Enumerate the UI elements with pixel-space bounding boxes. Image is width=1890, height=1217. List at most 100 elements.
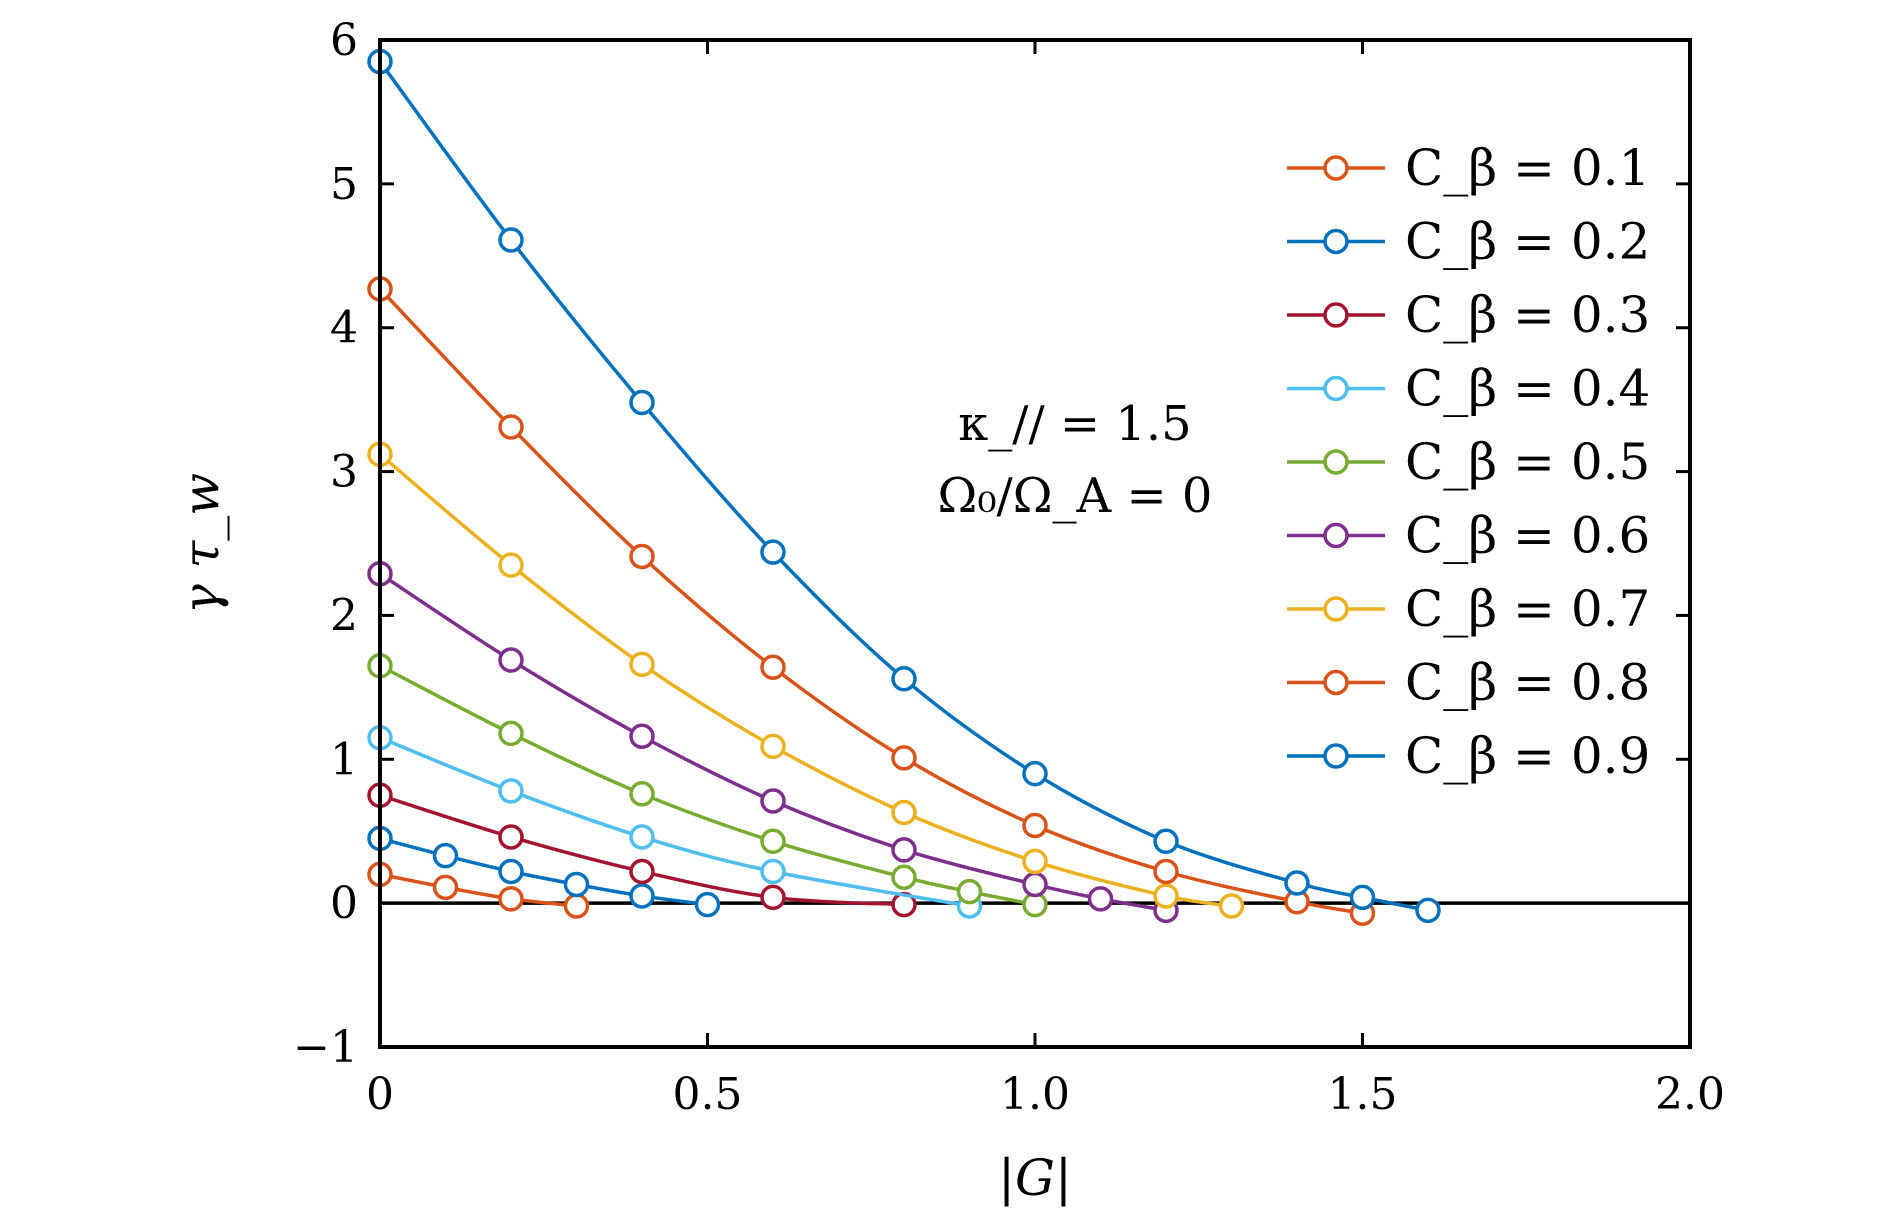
legend-entry: C_β = 0.2: [1287, 213, 1650, 271]
data-point: [891, 837, 917, 863]
legend-entry: C_β = 0.3: [1287, 286, 1650, 344]
data-point: [563, 893, 590, 919]
data-point: [760, 788, 786, 814]
data-point: [760, 828, 786, 855]
data-point: [629, 824, 655, 850]
legend-marker: [1323, 669, 1349, 696]
data-point: [498, 778, 524, 804]
legend-label: C_β = 0.9: [1405, 727, 1650, 785]
data-point: [891, 864, 917, 890]
x-tick-label: 0.5: [673, 1069, 743, 1120]
data-point: [1022, 760, 1048, 787]
data-point: [563, 871, 590, 898]
data-point: [432, 874, 459, 901]
y-axis-label: γ τ_w: [172, 473, 230, 614]
data-point: [1022, 812, 1048, 839]
data-point: [891, 665, 917, 692]
y-tick-label: 4: [330, 303, 358, 354]
data-point: [498, 720, 524, 747]
legend-entry: C_β = 0.1: [1287, 139, 1650, 197]
data-point: [629, 543, 655, 570]
data-point: [1415, 897, 1441, 924]
data-point: [629, 858, 655, 885]
y-tick-label: 2: [330, 590, 358, 641]
legend-label: C_β = 0.5: [1405, 433, 1650, 491]
data-point: [760, 858, 786, 885]
series-6: [367, 560, 1179, 924]
data-point: [498, 552, 524, 578]
data-point: [956, 878, 983, 905]
data-point: [629, 781, 655, 807]
data-point: [891, 745, 917, 771]
y-tick-label: 1: [330, 734, 358, 785]
data-point: [498, 647, 524, 673]
legend-marker: [1323, 155, 1349, 181]
data-point: [1284, 870, 1310, 896]
data-point: [498, 227, 524, 253]
legend-label: C_β = 0.2: [1405, 213, 1650, 271]
series-line: [379, 872, 577, 908]
y-tick-label: 5: [330, 159, 358, 210]
data-point: [760, 884, 786, 911]
series-line: [378, 287, 1363, 915]
legend-marker: [1323, 449, 1349, 475]
x-tick-label: 2.0: [1655, 1069, 1725, 1120]
data-point: [629, 389, 655, 416]
data-point: [760, 539, 786, 565]
legend-label: C_β = 0.7: [1405, 580, 1650, 638]
data-point: [1022, 871, 1048, 898]
data-point: [629, 883, 655, 909]
plot-area: [367, 48, 1690, 926]
annotation: κ_// = 1.5 Ω₀/Ω_A = 0: [938, 396, 1213, 524]
legend-label: C_β = 0.8: [1405, 654, 1650, 712]
data-point: [760, 733, 786, 760]
legend-marker: [1323, 743, 1349, 769]
legend-marker: [1323, 596, 1349, 622]
legend-label: C_β = 0.6: [1405, 507, 1650, 565]
legend-label: C_β = 0.1: [1405, 139, 1650, 197]
x-tick-label: 1.0: [1000, 1069, 1070, 1120]
x-axis-label: |G|: [998, 1149, 1072, 1207]
data-point: [498, 886, 524, 912]
data-point: [1218, 893, 1245, 919]
legend-entry: C_β = 0.7: [1287, 580, 1650, 638]
data-point: [1022, 848, 1048, 875]
data-point: [498, 824, 524, 850]
legend-marker: [1323, 375, 1349, 402]
legend-label: C_β = 0.3: [1405, 286, 1650, 344]
legend-marker: [1323, 522, 1349, 549]
legend-marker: [1323, 302, 1349, 328]
legend-entry: C_β = 0.6: [1287, 507, 1650, 565]
data-point: [498, 858, 524, 885]
data-point: [432, 842, 459, 869]
legend: C_β = 0.1 C_β = 0.2 C_β = 0.3 C_β = 0.4 C_β …: [1287, 139, 1650, 785]
data-point: [760, 654, 786, 680]
data-point: [1349, 884, 1376, 911]
data-point: [1087, 886, 1114, 912]
data-point: [694, 891, 721, 918]
series-5: [367, 653, 1048, 918]
x-tick-label: 1.5: [1328, 1069, 1398, 1120]
annotation-omega: Ω₀/Ω_A = 0: [938, 468, 1213, 524]
series-3: [367, 782, 917, 918]
data-point: [1153, 828, 1179, 855]
series-7: [367, 441, 1245, 919]
legend-marker: [1323, 228, 1349, 255]
data-point: [629, 723, 655, 750]
legend-entry: C_β = 0.4: [1287, 360, 1650, 418]
legend-entry: C_β = 0.5: [1287, 433, 1650, 491]
data-point: [1153, 883, 1179, 909]
y-tick-label: 0: [330, 878, 358, 929]
x-tick-label: 0: [366, 1069, 394, 1120]
y-tick-label: 6: [330, 15, 358, 66]
data-point: [1153, 858, 1179, 885]
series-4: [367, 724, 983, 919]
legend-entry: C_β = 0.8: [1287, 654, 1650, 712]
annotation-kappa: κ_// = 1.5: [958, 396, 1191, 452]
data-point: [891, 799, 917, 826]
y-tick-label: 3: [330, 447, 358, 498]
legend-label: C_β = 0.4: [1405, 360, 1650, 418]
